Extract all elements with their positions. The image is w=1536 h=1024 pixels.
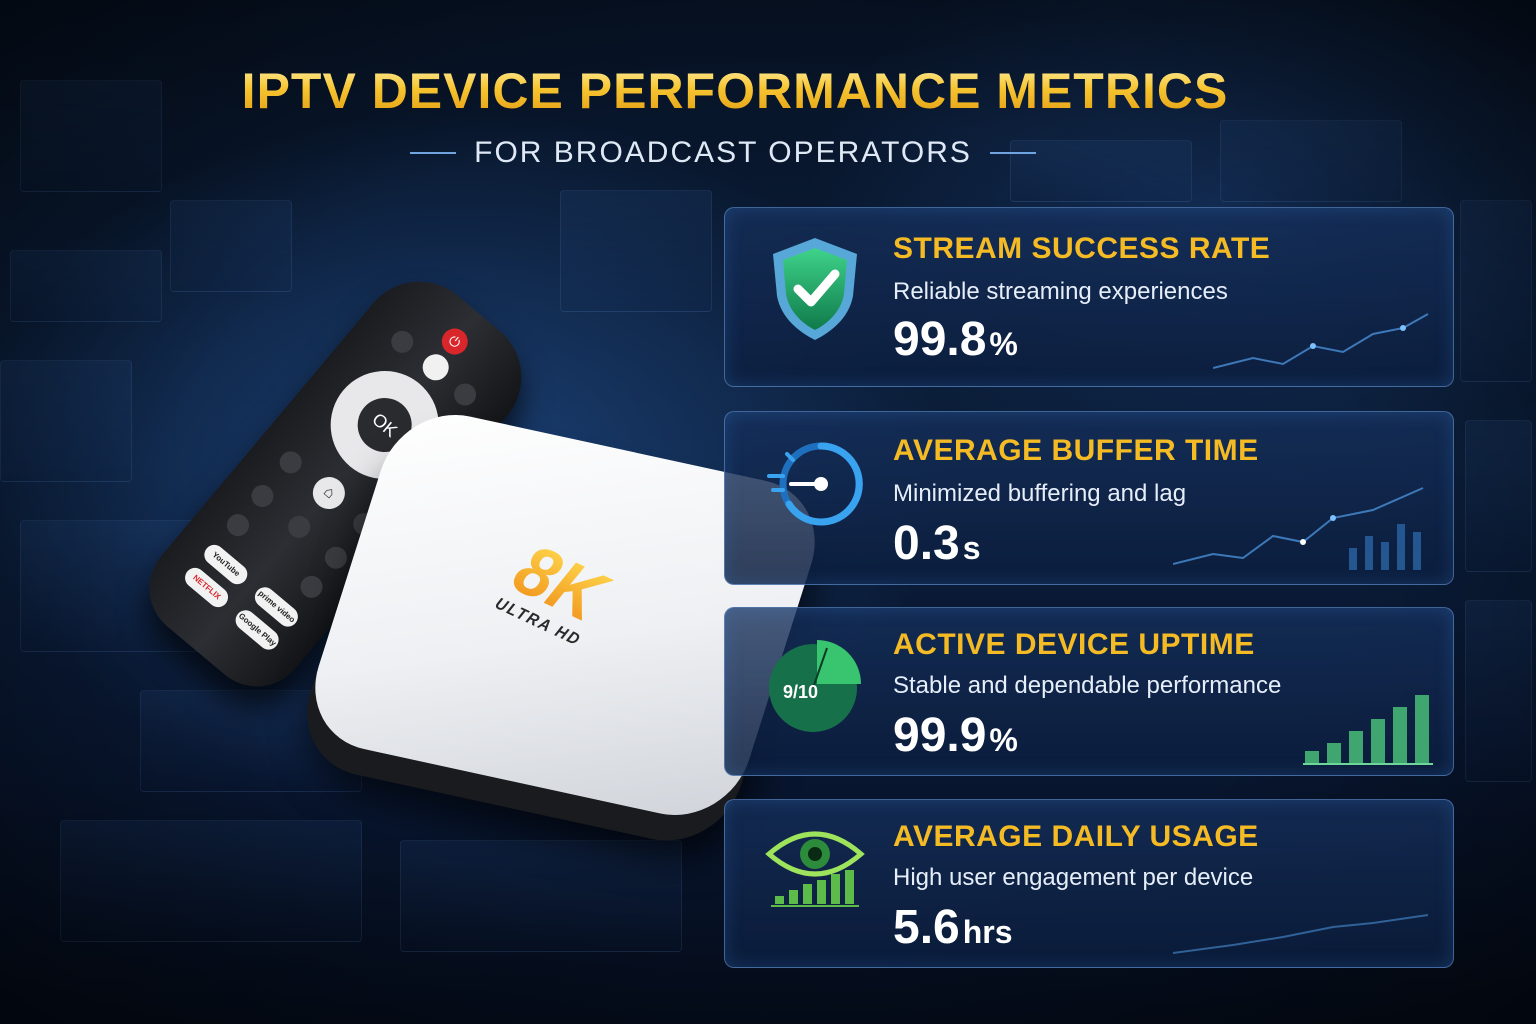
metric-value-number: 99.8	[893, 313, 987, 366]
subtitle-divider-left	[410, 152, 457, 154]
subtitle-divider-right	[989, 152, 1036, 154]
settings-icon	[449, 379, 481, 411]
volume-up-icon	[246, 480, 278, 512]
usage-trend-decoration	[1173, 914, 1429, 954]
menu-icon	[386, 326, 418, 358]
metric-value-number: 0.3	[893, 517, 960, 570]
channel-up-icon	[320, 542, 352, 574]
metric-card-buffer-time: AVERAGE BUFFER TIME Minimized buffering …	[724, 411, 1454, 585]
metric-card-stream-success: STREAM SUCCESS RATE Reliable streaming e…	[724, 207, 1454, 387]
metric-card-device-uptime: 9/10 ACTIVE DEVICE UPTIME Stable and dep…	[724, 607, 1454, 776]
subtitle-row: FOR BROADCAST OPERATORS	[0, 136, 1446, 170]
metric-value: 99.8%	[893, 312, 1018, 367]
metric-value: 5.6hrs	[893, 900, 1013, 955]
metric-card-daily-usage: AVERAGE DAILY USAGE High user engagement…	[724, 799, 1454, 968]
metric-description: Minimized buffering and lag	[893, 480, 1187, 507]
mute-icon	[283, 511, 315, 543]
metric-value-unit: s	[962, 530, 981, 566]
trend-bars-decoration	[1173, 487, 1424, 570]
home-icon: ⌂	[306, 470, 352, 516]
metric-title: AVERAGE BUFFER TIME	[893, 434, 1259, 467]
assistant-icon	[417, 348, 455, 386]
power-icon: ⏻	[436, 323, 474, 360]
stopwatch-icon	[765, 434, 865, 544]
pie-chart-icon: 9/10	[767, 636, 867, 746]
eye-bars-icon	[765, 824, 865, 934]
metric-value-number: 99.9	[893, 709, 987, 762]
metric-description: Reliable streaming experiences	[893, 278, 1228, 305]
channel-down-icon	[296, 571, 328, 603]
metric-value-number: 5.6	[893, 901, 960, 954]
metric-value-unit: hrs	[962, 914, 1013, 950]
volume-down-icon	[222, 509, 254, 541]
metric-value: 99.9%	[893, 708, 1018, 763]
metric-description: High user engagement per device	[893, 864, 1254, 891]
metric-title: STREAM SUCCESS RATE	[893, 232, 1271, 265]
metric-description: Stable and dependable performance	[893, 672, 1282, 699]
metric-value-unit: %	[989, 722, 1018, 758]
page-title: IPTV DEVICE PERFORMANCE METRICS	[0, 62, 1470, 120]
metric-value: 0.3s	[893, 516, 981, 571]
metric-title: ACTIVE DEVICE UPTIME	[893, 628, 1255, 661]
metric-title: AVERAGE DAILY USAGE	[893, 820, 1259, 853]
uptime-bars-decoration	[1303, 695, 1433, 765]
trend-line-decoration	[1213, 313, 1429, 369]
page-subtitle: FOR BROADCAST OPERATORS	[474, 136, 972, 169]
metric-value-unit: %	[989, 326, 1018, 362]
back-icon	[275, 446, 307, 478]
box-logo: 8K ULTRA HD	[491, 529, 619, 650]
shield-check-icon	[765, 234, 865, 344]
pie-chart-label: 9/10	[783, 682, 819, 702]
